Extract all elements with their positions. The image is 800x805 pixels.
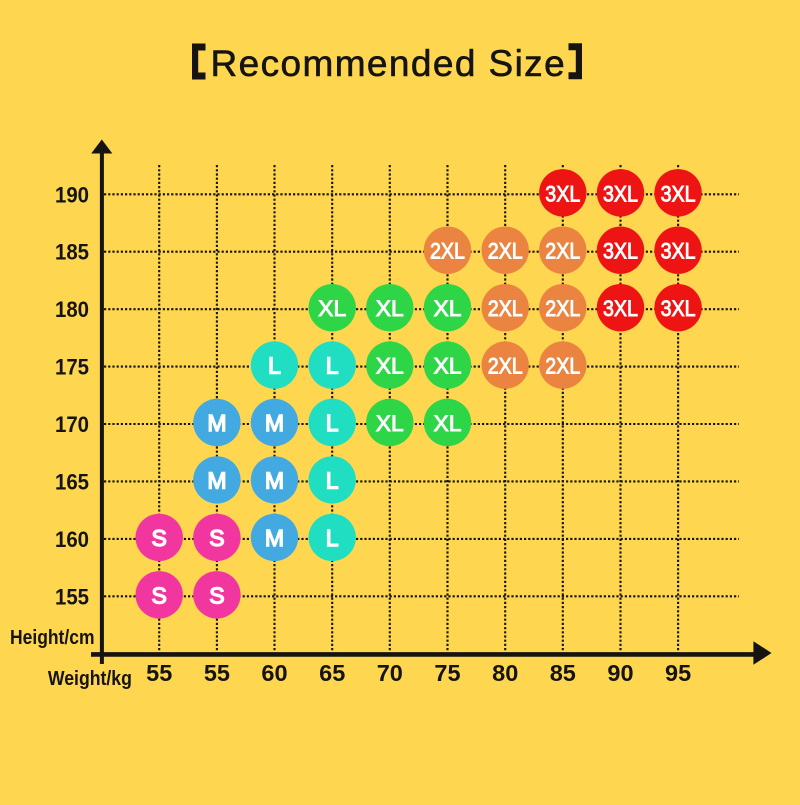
- svg-text:55: 55: [204, 660, 230, 686]
- svg-text:75: 75: [434, 660, 460, 686]
- svg-text:2XL: 2XL: [545, 354, 580, 379]
- svg-text:2XL: 2XL: [488, 296, 523, 321]
- svg-text:L: L: [326, 353, 339, 379]
- svg-text:170: 170: [55, 412, 89, 437]
- svg-text:70: 70: [377, 660, 403, 686]
- svg-text:3XL: 3XL: [661, 181, 696, 206]
- svg-text:S: S: [209, 582, 224, 608]
- svg-text:180: 180: [55, 297, 89, 322]
- svg-text:XL: XL: [376, 411, 404, 436]
- svg-text:S: S: [152, 582, 167, 608]
- svg-text:85: 85: [550, 660, 576, 686]
- svg-text:M: M: [265, 467, 284, 493]
- svg-text:165: 165: [55, 469, 89, 494]
- svg-text:L: L: [326, 525, 339, 551]
- svg-text:55: 55: [146, 660, 172, 686]
- svg-text:L: L: [268, 353, 281, 379]
- svg-text:3XL: 3XL: [603, 239, 638, 264]
- svg-text:60: 60: [261, 660, 287, 686]
- svg-text:M: M: [207, 410, 226, 436]
- svg-text:Height/cm: Height/cm: [10, 627, 95, 649]
- svg-text:185: 185: [55, 240, 89, 265]
- svg-text:XL: XL: [376, 296, 404, 321]
- svg-text:3XL: 3XL: [603, 296, 638, 321]
- svg-text:M: M: [265, 410, 284, 436]
- svg-text:3XL: 3XL: [545, 181, 580, 206]
- svg-text:S: S: [209, 525, 224, 551]
- svg-text:90: 90: [607, 660, 633, 686]
- svg-text:2XL: 2XL: [430, 239, 465, 264]
- svg-text:95: 95: [665, 660, 691, 686]
- svg-text:XL: XL: [434, 354, 462, 379]
- svg-text:XL: XL: [434, 296, 462, 321]
- svg-text:S: S: [152, 525, 167, 551]
- svg-text:2XL: 2XL: [488, 239, 523, 264]
- svg-text:2XL: 2XL: [545, 296, 580, 321]
- svg-text:3XL: 3XL: [661, 239, 696, 264]
- svg-text:Recommended Size: Recommended Size: [211, 43, 567, 84]
- svg-text:65: 65: [319, 660, 345, 686]
- svg-text:Weight/kg: Weight/kg: [48, 667, 132, 690]
- svg-text:XL: XL: [434, 411, 462, 436]
- svg-text:3XL: 3XL: [661, 296, 696, 321]
- svg-text:2XL: 2XL: [545, 239, 580, 264]
- svg-text:160: 160: [55, 527, 89, 552]
- svg-text:80: 80: [492, 660, 518, 686]
- svg-text:XL: XL: [376, 354, 404, 379]
- svg-text:175: 175: [55, 355, 89, 380]
- svg-text:2XL: 2XL: [488, 354, 523, 379]
- svg-text:190: 190: [55, 182, 89, 207]
- svg-text:L: L: [326, 467, 339, 493]
- svg-text:M: M: [207, 467, 226, 493]
- svg-text:155: 155: [55, 584, 89, 609]
- svg-text:XL: XL: [318, 296, 346, 321]
- svg-text:3XL: 3XL: [603, 181, 638, 206]
- svg-text:L: L: [326, 410, 339, 436]
- svg-text:M: M: [265, 525, 284, 551]
